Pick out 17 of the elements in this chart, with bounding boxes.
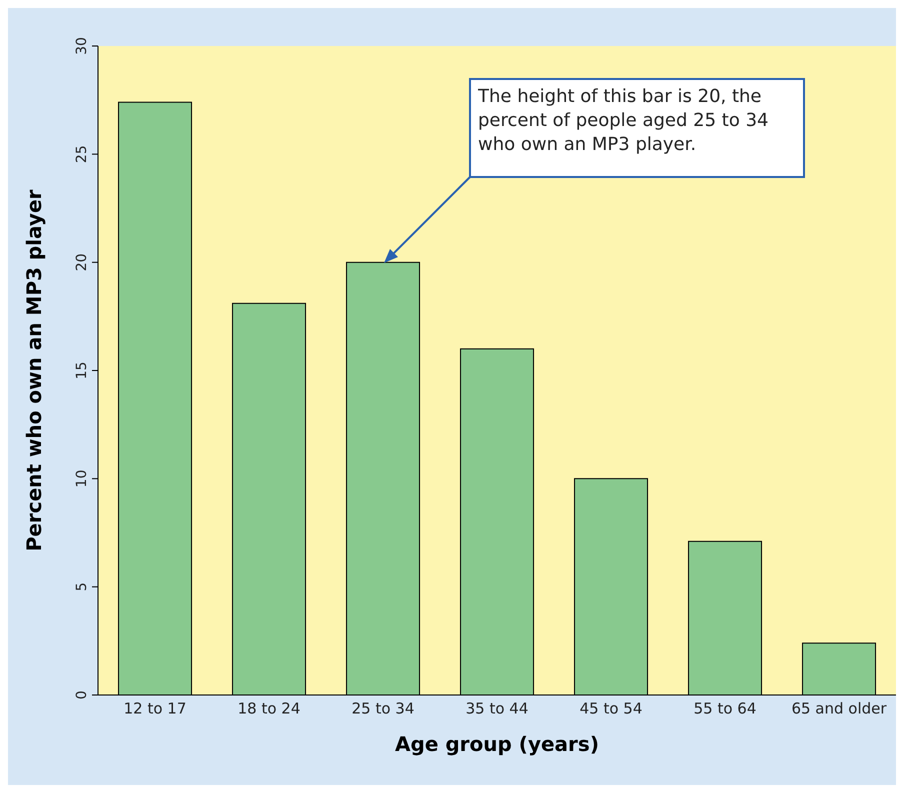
- y-tick-label: 15: [74, 362, 90, 380]
- y-tick-label: 5: [74, 582, 90, 592]
- y-tick-label: 30: [74, 37, 90, 55]
- x-tick-label: 65 and older: [791, 700, 888, 718]
- y-axis-title: Percent who own an MP3 player: [22, 189, 46, 552]
- x-axis-title: Age group (years): [395, 732, 599, 756]
- x-tick-label: 12 to 17: [124, 700, 186, 718]
- x-tick-label: 25 to 34: [352, 700, 414, 718]
- annotation: The height of this bar is 20, the percent of people aged 25 to 34 who own an MP3 player.: [478, 85, 770, 157]
- y-tick-label: 0: [74, 690, 90, 700]
- x-tick-label: 55 to 64: [694, 700, 756, 718]
- x-tick-label: 45 to 54: [580, 700, 642, 718]
- y-tick-label: 25: [74, 145, 90, 164]
- y-tick-label: 20: [74, 253, 90, 272]
- x-tick-label: 35 to 44: [466, 700, 528, 718]
- x-tick-label: 18 to 24: [238, 700, 300, 718]
- y-tick-label: 10: [74, 470, 90, 488]
